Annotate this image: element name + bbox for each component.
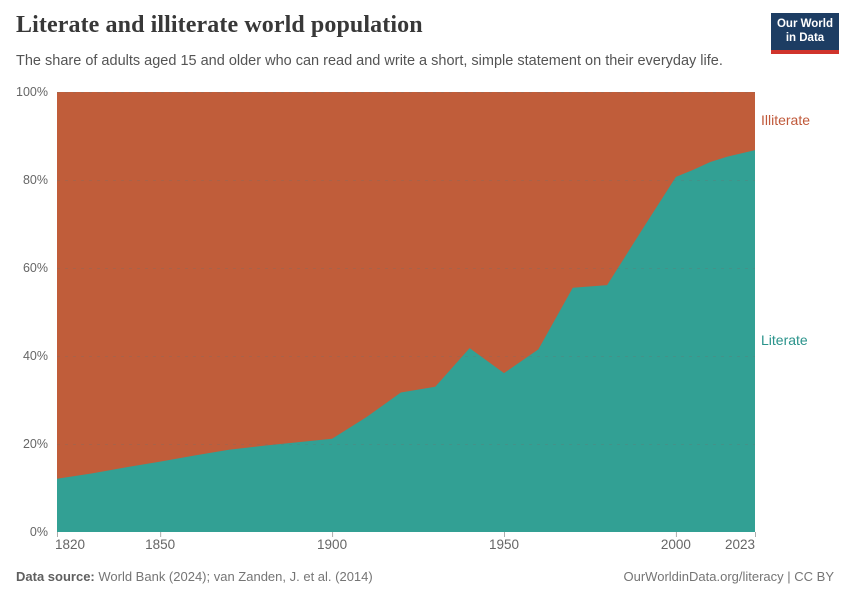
y-tick-label-20: 20% <box>22 437 48 451</box>
owid-logo-line1: Our World <box>776 18 833 30</box>
x-tick-label-1900: 1900 <box>317 537 348 552</box>
data-source-label: Data source: <box>16 569 95 584</box>
x-tick-label-1850: 1850 <box>145 537 176 552</box>
y-tick-label-40: 40% <box>22 349 48 363</box>
owid-logo[interactable]: Our World in Data <box>771 13 839 54</box>
y-tick-label-60: 60% <box>22 261 48 275</box>
stacked-area-plot <box>57 92 756 537</box>
x-tick-label-2000: 2000 <box>660 537 691 552</box>
literate-area <box>57 150 755 532</box>
data-source-value: World Bank (2024); van Zanden, J. et al.… <box>94 569 373 584</box>
y-tick-label-100: 100% <box>16 85 48 99</box>
y-tick-label-80: 80% <box>22 173 48 187</box>
y-tick-label-0: 0% <box>29 525 48 539</box>
footer-link[interactable]: OurWorldinData.org/literacy | CC BY <box>623 569 834 584</box>
series-label-literate: Literate <box>761 332 808 349</box>
owid-logo-line2: in Data <box>785 31 825 44</box>
x-tick-label-1820: 1820 <box>55 537 86 552</box>
page-title: Literate and illiterate world population <box>16 12 423 38</box>
data-source: Data source: World Bank (2024); van Zand… <box>16 569 373 584</box>
chart-subtitle: The share of adults aged 15 and older wh… <box>16 53 723 69</box>
x-tick-label-1950: 1950 <box>488 537 520 552</box>
x-tick-label-2023: 2023 <box>724 537 755 552</box>
series-label-illiterate: Illiterate <box>761 112 811 129</box>
